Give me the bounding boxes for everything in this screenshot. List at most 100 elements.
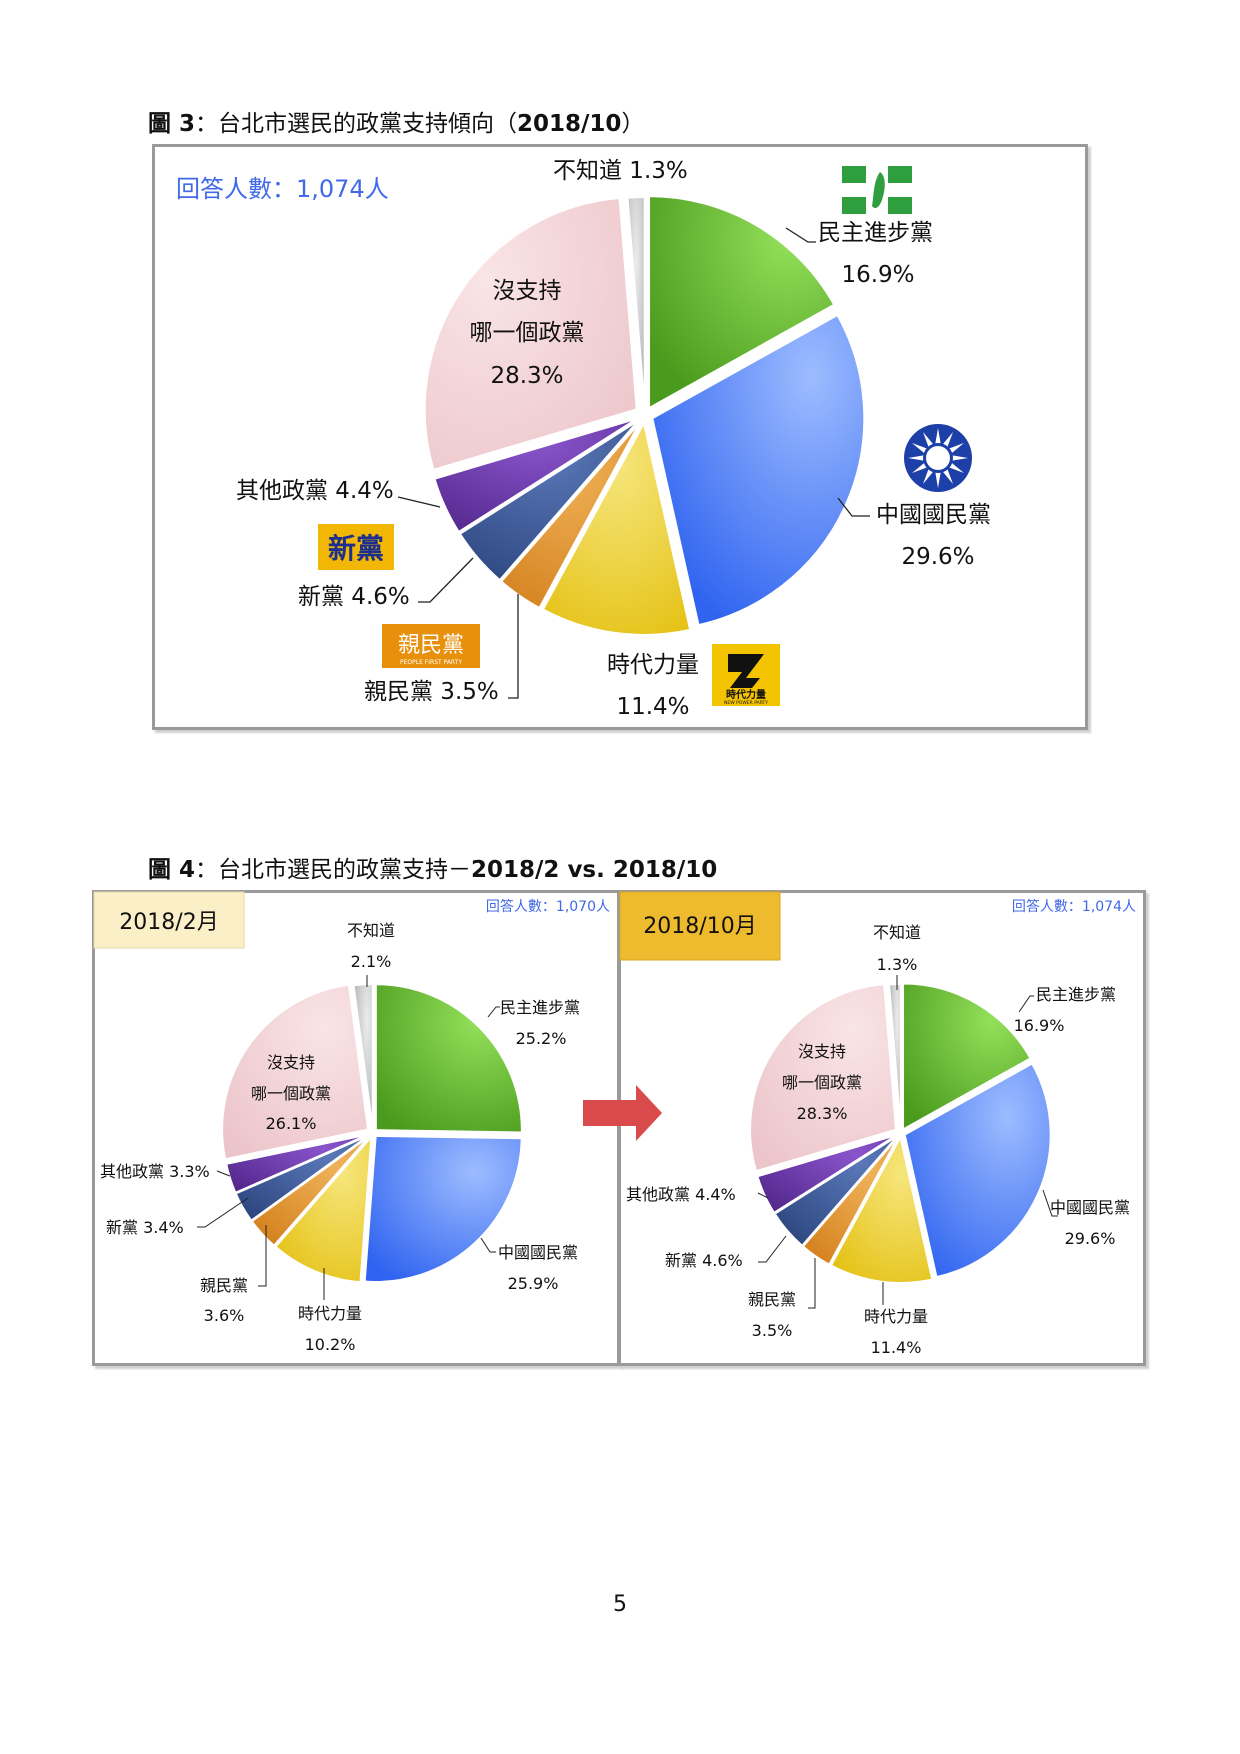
right-value-kmt: 29.6% bbox=[1065, 1229, 1116, 1248]
left-slice-dpp bbox=[374, 983, 523, 1134]
figure3-title-prefix: 圖 3 bbox=[148, 111, 196, 137]
dpp-logo bbox=[842, 166, 912, 214]
right-label-other: 其他政黨 4.4% bbox=[626, 1185, 736, 1204]
svg-text:NEW POWER PARTY: NEW POWER PARTY bbox=[724, 700, 768, 706]
figure4-title-bold: 2018/2 vs. 2018/10 bbox=[471, 857, 718, 883]
right-label-npp: 時代力量 bbox=[864, 1307, 928, 1326]
right-slice-dpp bbox=[902, 982, 1032, 1132]
figure3-respondents: 回答人數：1,074人 bbox=[176, 175, 389, 203]
svg-text:時代力量: 時代力量 bbox=[726, 688, 766, 701]
right-leader-other bbox=[757, 1192, 769, 1199]
fig3-value-none: 28.3% bbox=[490, 363, 563, 389]
right-respondents: 回答人數：1,074人 bbox=[1012, 898, 1136, 915]
fig3-slice-kmt bbox=[651, 313, 866, 627]
right-slice-pfp bbox=[801, 1135, 900, 1267]
right-label-kmt: 中國國民黨 bbox=[1050, 1198, 1130, 1217]
fig3-slice-dpp bbox=[648, 195, 836, 410]
fig3-value-dpp: 16.9% bbox=[841, 262, 914, 288]
right-value-unknown: 1.3% bbox=[877, 955, 918, 974]
figure3-chart: 回答人數：1,074人 不知道 1.3% 民主進步黨 16.9% 沒支持 哪一個… bbox=[176, 158, 991, 720]
fig3-label-dpp: 民主進步黨 bbox=[818, 220, 933, 246]
leader-line-pfp bbox=[508, 594, 519, 699]
left-respondents: 回答人數：1,070人 bbox=[486, 898, 610, 915]
left-label-new: 新黨 3.4% bbox=[106, 1218, 184, 1237]
right-label-pfp: 親民黨 bbox=[748, 1290, 796, 1309]
figure3-title-suffix: ） bbox=[621, 111, 645, 137]
left-leader-dpp bbox=[487, 1006, 500, 1018]
leader-line-dpp bbox=[785, 227, 816, 243]
fig3-slice-pfp bbox=[499, 420, 642, 610]
figure4-title: 圖 4：台北市選民的政黨支持－2018/2 vs. 2018/10 bbox=[148, 850, 717, 884]
fig3-label-none-1: 沒支持 bbox=[493, 278, 562, 304]
right-label-dpp: 民主進步黨 bbox=[1036, 985, 1116, 1004]
left-label-none-1: 沒支持 bbox=[267, 1053, 315, 1072]
fig3-value-npp: 11.4% bbox=[616, 694, 689, 720]
right-leader-dpp bbox=[1018, 995, 1034, 1013]
fig3-label-other: 其他政黨 4.4% bbox=[236, 478, 394, 504]
figure3-title-year: 2018/10 bbox=[517, 111, 622, 137]
left-label-npp: 時代力量 bbox=[298, 1304, 362, 1323]
left-label-pfp: 親民黨 bbox=[200, 1276, 248, 1295]
right-slice-unknown bbox=[887, 982, 902, 1131]
right-label-none-1: 沒支持 bbox=[798, 1042, 846, 1061]
fig3-slice-unknown bbox=[626, 196, 646, 410]
fig3-label-new: 新黨 4.6% bbox=[298, 584, 410, 610]
left-leader-other bbox=[216, 1170, 231, 1177]
left-value-unknown: 2.1% bbox=[351, 952, 392, 971]
left-label-other: 其他政黨 3.3% bbox=[100, 1162, 210, 1181]
left-period-label: 2018/2月 bbox=[119, 910, 218, 935]
left-label-none-2: 哪一個政黨 bbox=[251, 1084, 331, 1103]
arrow-right-icon bbox=[583, 1085, 662, 1141]
fig3-label-unknown: 不知道 1.3% bbox=[553, 158, 688, 184]
figure3-title-text: ：台北市選民的政黨支持傾向（ bbox=[195, 111, 518, 137]
figure4-title-prefix: 圖 4 bbox=[148, 857, 196, 883]
left-slice-unknown bbox=[352, 983, 374, 1131]
right-leader-pfp bbox=[808, 1258, 816, 1309]
left-leader-new bbox=[197, 1197, 249, 1228]
svg-text:PEOPLE FIRST PARTY: PEOPLE FIRST PARTY bbox=[400, 659, 462, 666]
svg-text:新黨: 新黨 bbox=[328, 532, 384, 565]
leader-line-new bbox=[418, 557, 474, 603]
leader-line-other bbox=[397, 496, 441, 508]
fig3-label-pfp: 親民黨 3.5% bbox=[364, 679, 499, 705]
left-label-unknown: 不知道 bbox=[347, 921, 395, 940]
figure3-title: 圖 3：台北市選民的政黨支持傾向（2018/10） bbox=[148, 104, 644, 138]
fig3-slice-new bbox=[458, 419, 640, 582]
left-slice-other bbox=[225, 1133, 370, 1195]
right-label-unknown: 不知道 bbox=[873, 923, 921, 942]
left-value-dpp: 25.2% bbox=[516, 1029, 567, 1048]
fig3-label-kmt: 中國國民黨 bbox=[876, 502, 991, 528]
right-slice-new bbox=[773, 1134, 899, 1248]
right-slice-npp bbox=[829, 1134, 934, 1284]
right-value-npp: 11.4% bbox=[871, 1338, 922, 1357]
fig3-slice-other bbox=[433, 417, 639, 534]
svg-text:親民黨: 親民黨 bbox=[398, 633, 464, 658]
left-slice-npp bbox=[274, 1133, 373, 1284]
leader-line-kmt bbox=[837, 497, 870, 517]
right-value-dpp: 16.9% bbox=[1014, 1016, 1065, 1035]
right-slice-other bbox=[756, 1133, 898, 1215]
left-leader-kmt bbox=[480, 1237, 496, 1253]
left-value-pfp: 3.6% bbox=[204, 1306, 245, 1325]
right-label-none-2: 哪一個政黨 bbox=[782, 1073, 862, 1092]
fig3-slice-none bbox=[423, 196, 638, 472]
fig3-label-npp: 時代力量 bbox=[607, 652, 699, 678]
pfp-logo: 親民黨 PEOPLE FIRST PARTY bbox=[382, 624, 480, 668]
right-slice-none bbox=[749, 983, 898, 1173]
right-period-label: 2018/10月 bbox=[643, 914, 756, 939]
right-value-pfp: 3.5% bbox=[752, 1321, 793, 1340]
right-label-new: 新黨 4.6% bbox=[665, 1251, 743, 1270]
fig3-value-kmt: 29.6% bbox=[901, 544, 974, 570]
fig3-label-none-2: 哪一個政黨 bbox=[470, 320, 585, 346]
right-leader-kmt bbox=[1042, 1189, 1058, 1217]
right-leader-new bbox=[758, 1235, 787, 1263]
figure4-title-text: ：台北市選民的政黨支持－ bbox=[195, 857, 472, 883]
fig3-slice-npp bbox=[541, 420, 692, 636]
left-value-npp: 10.2% bbox=[305, 1335, 356, 1354]
left-value-kmt: 25.9% bbox=[508, 1274, 559, 1293]
left-value-none: 26.1% bbox=[266, 1114, 317, 1133]
left-period-badge bbox=[93, 891, 245, 949]
figure4-chart: 2018/2月 2018/10月 回答人數：1,070人 回答人數：1,074人… bbox=[93, 891, 1136, 1357]
kmt-logo bbox=[904, 424, 972, 492]
left-slice-none bbox=[221, 983, 370, 1161]
